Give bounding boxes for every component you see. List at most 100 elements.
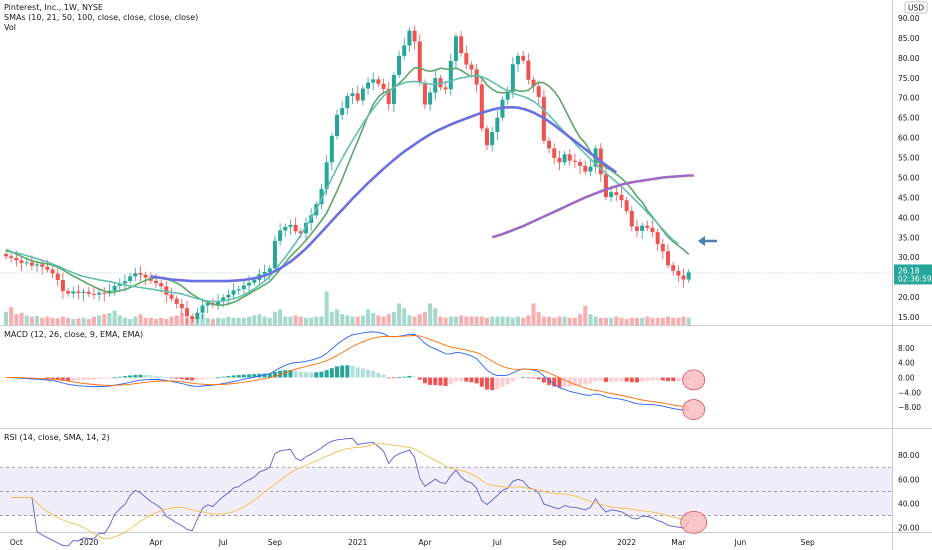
candle-body (283, 226, 288, 231)
macd-histogram-bar (459, 377, 464, 382)
candle-body (402, 45, 407, 56)
volume-bar (557, 316, 562, 325)
candle-body (164, 286, 169, 295)
macd-histogram-bar (309, 372, 314, 378)
axes: 90.00 85.00 80.00 75.00 70.00 65.00 60.00 55.00… (10, 1, 932, 547)
macd-histogram-bar (536, 377, 541, 380)
candle-body (686, 272, 691, 280)
macd-histogram-bar (360, 368, 365, 378)
candle-body (340, 108, 345, 115)
candle-body (448, 61, 453, 90)
price-tick-label: 65.00 (898, 114, 920, 123)
candle-body (35, 264, 40, 266)
price-tick-label: 80.00 (898, 54, 920, 63)
macd-histogram-bar (391, 377, 396, 379)
volume-bar (407, 315, 412, 325)
macd-line (5, 331, 689, 411)
candle-body (433, 78, 438, 93)
volume-bar (490, 316, 495, 325)
volume-bar (283, 316, 288, 325)
candle-body (303, 222, 308, 234)
candle-body (562, 154, 567, 163)
macd-histogram-bar (402, 376, 407, 378)
volume-bar (505, 316, 510, 325)
volume-bar (578, 314, 583, 325)
macd-tick-label: −8.00 (898, 403, 921, 412)
rsi-legend: RSI (14, close, SMA, 14, 2) (4, 433, 110, 442)
volume-bar (60, 316, 65, 325)
candle-body (459, 36, 464, 54)
volume-bar (547, 316, 552, 325)
candle-body (453, 36, 458, 62)
macd-histogram-bar (417, 377, 422, 380)
candle-body (179, 303, 184, 309)
volume-bar (479, 316, 484, 325)
candle-body (329, 136, 334, 163)
macd-histogram-bar (55, 377, 60, 380)
volume-bar (97, 315, 102, 325)
time-tick-label: Oct (10, 538, 23, 547)
macd-histogram-bar (552, 377, 557, 387)
volume-bar (200, 314, 205, 325)
volume-bar (91, 316, 96, 325)
candle-body (603, 174, 608, 198)
volume-bar (14, 314, 19, 325)
macd-histogram-bar (438, 377, 443, 386)
macd-histogram-bar (541, 377, 546, 383)
volume-bar (583, 305, 588, 325)
candle-body (490, 132, 495, 146)
macd-histogram-bar (195, 377, 200, 381)
candle-body (278, 230, 283, 241)
candle-body (624, 200, 629, 211)
volume-bar (169, 316, 174, 325)
macd-tick-label: 4.00 (898, 359, 915, 368)
volume-bar (552, 317, 557, 325)
macd-histogram-bar (660, 377, 665, 381)
volume-bar (484, 317, 489, 325)
candle-body (391, 74, 396, 105)
rsi-tick-label: 40.00 (898, 499, 920, 508)
price-tick-label: 50.00 (898, 173, 920, 182)
volume-bar (112, 310, 117, 325)
volume-bar (335, 309, 340, 325)
macd-histogram-bar (407, 375, 412, 378)
candle-body (221, 297, 226, 302)
macd-histogram-bar (262, 373, 267, 378)
macd-histogram-bar (76, 377, 81, 381)
candle-body (366, 82, 371, 89)
last-price-box (894, 264, 932, 285)
volume-bar (4, 311, 8, 325)
volume-bar (76, 318, 81, 325)
candle-body (417, 41, 422, 83)
macd-tick-label: 0.00 (898, 374, 915, 383)
volume-bar (288, 316, 293, 325)
volume-bar (634, 317, 639, 325)
currency-box (904, 1, 928, 14)
volume-bar (241, 317, 246, 325)
macd-histogram-bar (169, 377, 174, 379)
candle-body (236, 289, 241, 291)
macd-histogram-bar (91, 377, 96, 380)
volume-bar (9, 307, 14, 325)
candle-body (588, 166, 593, 172)
macd-histogram-bar (614, 377, 619, 382)
macd-histogram-bar (598, 377, 603, 382)
macd-histogram-bar (526, 377, 531, 379)
candle-body (443, 87, 448, 90)
macd-histogram-bar (634, 377, 639, 383)
candle-body (138, 273, 143, 275)
time-tick-label: Jun (734, 538, 747, 547)
macd-histogram-bar (66, 377, 71, 381)
volume-bar (366, 309, 371, 325)
candle-body (567, 154, 572, 161)
rsi-band (0, 466, 892, 516)
volume-bar (371, 313, 376, 325)
volume-bars (4, 291, 691, 325)
candle-body (128, 276, 133, 282)
macd-histogram-bar (335, 366, 340, 378)
macd-histogram-bar (505, 377, 510, 385)
macd-tick-label: −4.00 (898, 388, 921, 397)
candle-body (143, 274, 148, 278)
macd-histogram-bar (650, 377, 655, 381)
